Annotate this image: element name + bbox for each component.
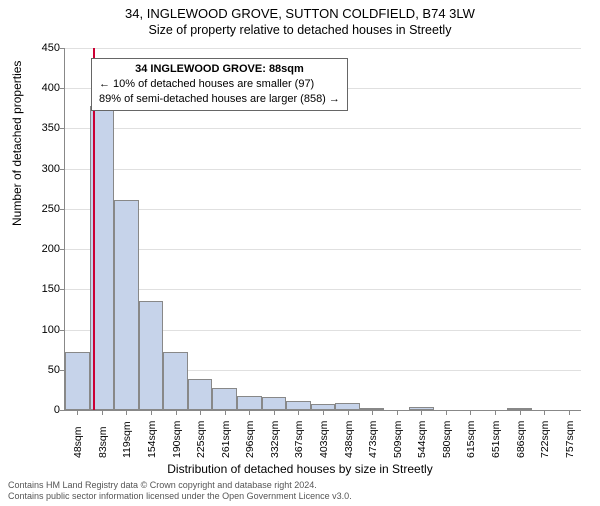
ytick-label: 150	[30, 283, 60, 295]
xtick-mark	[569, 410, 570, 415]
histogram-bar	[335, 403, 360, 410]
ytick-label: 250	[30, 203, 60, 215]
histogram-bar	[65, 352, 90, 410]
ytick-mark	[60, 330, 65, 331]
ytick-mark	[60, 209, 65, 210]
xtick-label: 403sqm	[318, 421, 330, 458]
ytick-label: 350	[30, 122, 60, 134]
y-axis-label: Number of detached properties	[10, 61, 24, 226]
xtick-label: 686sqm	[515, 421, 527, 458]
ytick-mark	[60, 410, 65, 411]
xtick-mark	[495, 410, 496, 415]
xtick-mark	[446, 410, 447, 415]
title-main: 34, INGLEWOOD GROVE, SUTTON COLDFIELD, B…	[0, 6, 600, 21]
info-box: 34 INGLEWOOD GROVE: 88sqm ← 10% of detac…	[91, 58, 348, 111]
ytick-mark	[60, 169, 65, 170]
ytick-label: 450	[30, 42, 60, 54]
histogram-bar	[262, 397, 287, 410]
gridline	[65, 169, 581, 170]
xtick-mark	[544, 410, 545, 415]
chart-container: 34, INGLEWOOD GROVE, SUTTON COLDFIELD, B…	[0, 6, 600, 506]
xtick-label: 615sqm	[465, 421, 477, 458]
ytick-mark	[60, 289, 65, 290]
xtick-label: 651sqm	[490, 421, 502, 458]
xtick-label: 509sqm	[392, 421, 404, 458]
ytick-label: 400	[30, 82, 60, 94]
histogram-bar	[286, 401, 311, 410]
plot-area: 34 INGLEWOOD GROVE: 88sqm ← 10% of detac…	[64, 48, 581, 411]
footer: Contains HM Land Registry data © Crown c…	[8, 480, 352, 502]
xtick-mark	[348, 410, 349, 415]
x-axis-label: Distribution of detached houses by size …	[0, 462, 600, 476]
xtick-label: 757sqm	[564, 421, 576, 458]
xtick-mark	[372, 410, 373, 415]
footer-line1: Contains HM Land Registry data © Crown c…	[8, 480, 352, 491]
gridline	[65, 209, 581, 210]
xtick-label: 544sqm	[416, 421, 428, 458]
xtick-label: 154sqm	[146, 421, 158, 458]
ytick-label: 50	[30, 364, 60, 376]
xtick-mark	[151, 410, 152, 415]
info-line1: 34 INGLEWOOD GROVE: 88sqm	[99, 62, 340, 77]
xtick-mark	[126, 410, 127, 415]
ytick-label: 200	[30, 243, 60, 255]
xtick-mark	[274, 410, 275, 415]
xtick-mark	[225, 410, 226, 415]
histogram-bar	[237, 396, 262, 410]
footer-line2: Contains public sector information licen…	[8, 491, 352, 502]
xtick-label: 580sqm	[441, 421, 453, 458]
xtick-mark	[298, 410, 299, 415]
ytick-mark	[60, 48, 65, 49]
xtick-label: 722sqm	[539, 421, 551, 458]
xtick-label: 296sqm	[244, 421, 256, 458]
info-line2: ← 10% of detached houses are smaller (97…	[99, 77, 340, 92]
xtick-mark	[249, 410, 250, 415]
xtick-label: 332sqm	[269, 421, 281, 458]
gridline	[65, 48, 581, 49]
info-line3: 89% of semi-detached houses are larger (…	[99, 92, 340, 107]
xtick-mark	[102, 410, 103, 415]
xtick-mark	[323, 410, 324, 415]
xtick-label: 190sqm	[171, 421, 183, 458]
histogram-bar	[139, 301, 164, 410]
histogram-bar	[114, 200, 139, 410]
xtick-label: 473sqm	[367, 421, 379, 458]
histogram-bar	[188, 379, 213, 410]
ytick-label: 300	[30, 163, 60, 175]
ytick-mark	[60, 88, 65, 89]
xtick-mark	[200, 410, 201, 415]
xtick-mark	[520, 410, 521, 415]
ytick-mark	[60, 249, 65, 250]
xtick-label: 438sqm	[343, 421, 355, 458]
histogram-bar	[212, 388, 237, 410]
xtick-mark	[77, 410, 78, 415]
title-sub: Size of property relative to detached ho…	[0, 23, 600, 37]
gridline	[65, 249, 581, 250]
histogram-bar	[163, 352, 188, 410]
ytick-mark	[60, 128, 65, 129]
xtick-mark	[397, 410, 398, 415]
xtick-label: 83sqm	[97, 426, 109, 458]
xtick-mark	[470, 410, 471, 415]
ytick-label: 0	[30, 404, 60, 416]
xtick-mark	[421, 410, 422, 415]
ytick-label: 100	[30, 324, 60, 336]
xtick-label: 119sqm	[121, 421, 133, 458]
xtick-label: 261sqm	[220, 421, 232, 458]
xtick-mark	[176, 410, 177, 415]
gridline	[65, 289, 581, 290]
xtick-label: 225sqm	[195, 421, 207, 458]
xtick-label: 48sqm	[72, 426, 84, 458]
xtick-label: 367sqm	[293, 421, 305, 458]
gridline	[65, 128, 581, 129]
